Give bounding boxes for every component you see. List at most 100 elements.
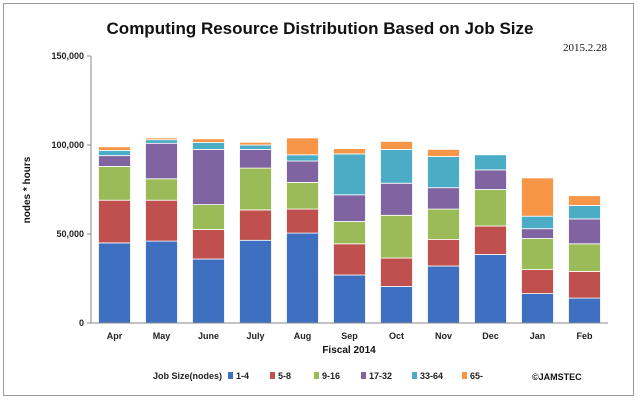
bar-segment-9-16 [192,204,225,230]
x-axis-ticks: Apr May June July Aug Sep Oct Nov Dec Jan Feb [107,331,593,341]
bar-segment-17-32 [145,142,178,180]
bar-segment-33-64 [474,154,507,171]
chart-title: Computing Resource Distribution Based on… [106,19,534,38]
bar-segment-9-16 [333,221,366,245]
bar-segment-5-8 [98,199,131,244]
bar-segment-5-8 [192,229,225,260]
bar-segment-9-16 [145,178,178,201]
bar-segment-5-8 [427,238,460,267]
bar-segment-33-64 [521,215,554,230]
x-tick-label: Sep [341,331,358,341]
legend-label: 5-8 [278,371,291,381]
bar-segment-9-16 [474,189,507,227]
bar-segment-65- [98,146,131,151]
bar-segment-5-8 [568,270,601,299]
x-tick-label: Jan [530,331,546,341]
x-tick-label: Feb [576,331,593,341]
x-axis-label: Fiscal 2014 [322,345,376,356]
bar-segment-17-32 [474,169,507,190]
bar-segment-9-16 [286,181,319,210]
bar-segment-9-16 [380,214,413,259]
bar-segment-65- [427,148,460,157]
bar-segment-33-64 [145,139,178,144]
bar-segment-1-4 [286,232,319,324]
bar-segment-5-8 [380,257,413,287]
legend-label: 1-4 [236,371,249,381]
bar-segment-1-4 [474,254,507,324]
bar-segment-5-8 [333,243,366,276]
bar-segment-33-64 [98,149,131,157]
x-tick-label: Oct [389,331,404,341]
bar-segment-33-64 [333,153,366,196]
y-tick-label: 50,000 [56,229,84,239]
x-tick-label: July [246,331,264,341]
bar-segment-5-8 [474,225,507,255]
bar-segment-1-4 [333,274,366,324]
bar-segment-1-4 [427,265,460,324]
bar-segment-17-32 [427,187,460,210]
y-tick-label: 0 [79,318,84,328]
bar-segment-1-4 [568,297,601,324]
bar-segment-5-8 [521,269,554,295]
credit-label: ©JAMSTEC [532,372,582,382]
bar-segment-17-32 [192,148,225,205]
x-tick-label: May [153,331,171,341]
bar-segment-1-4 [192,258,225,324]
bar-segment-65- [239,141,272,146]
legend-swatch [228,372,233,379]
bar-segment-17-32 [521,228,554,239]
bar-segment-33-64 [427,156,460,189]
bar-segment-1-4 [521,293,554,324]
legend-swatch [270,372,275,379]
bar-segment-17-32 [239,148,272,169]
bar-segment-65- [333,148,366,155]
bar-segment-65- [380,140,413,150]
bar-segment-65- [192,138,225,143]
bar-segment-65- [568,195,601,206]
bar-segment-5-8 [286,208,319,234]
bar-segment-33-64 [192,141,225,150]
legend-label: 65- [470,371,483,381]
bar-segment-5-8 [239,209,272,241]
x-tick-label: Aug [294,331,312,341]
bar-segment-17-32 [333,194,366,222]
x-tick-label: Apr [107,331,123,341]
x-tick-label: Dec [482,331,499,341]
y-tick-label: 150,000 [51,51,84,61]
bar-segment-17-32 [568,218,601,245]
y-axis-label: nodes * hours [22,156,33,223]
x-tick-label: June [198,331,219,341]
legend-title: Job Size(nodes) [153,371,222,381]
legend: Job Size(nodes) 1-4 5-8 9-16 17-32 33-64 65- [153,371,483,381]
y-tick-label: 100,000 [51,140,84,150]
legend-swatch [361,372,366,379]
bar-segment-9-16 [427,208,460,240]
bar-segment-33-64 [286,154,319,162]
date-stamp: 2015.2.28 [563,42,607,54]
bar-segment-1-4 [239,239,272,324]
legend-swatch [314,372,319,379]
legend-label: 33-64 [420,371,443,381]
bar-stacks [98,137,601,324]
bar-segment-65- [286,137,319,156]
bar-segment-65- [145,137,178,141]
bar-segment-17-32 [380,182,413,216]
bar-segment-9-16 [568,243,601,272]
legend-label: 17-32 [369,371,392,381]
y-axis-ticks: 0 50,000 100,000 150,000 [51,51,91,328]
bar-segment-1-4 [380,286,413,324]
bar-segment-17-32 [98,155,131,167]
legend-label: 9-16 [322,371,340,381]
bar-segment-9-16 [98,165,131,201]
bar-segment-1-4 [145,240,178,324]
bar-segment-33-64 [239,144,272,150]
bar-segment-33-64 [380,148,413,184]
bar-segment-65- [521,177,554,217]
bar-segment-33-64 [568,205,601,220]
bar-segment-5-8 [145,199,178,242]
bar-segment-1-4 [98,242,131,324]
legend-swatch [462,372,467,379]
bar-segment-9-16 [239,167,272,211]
bar-segment-17-32 [286,160,319,183]
